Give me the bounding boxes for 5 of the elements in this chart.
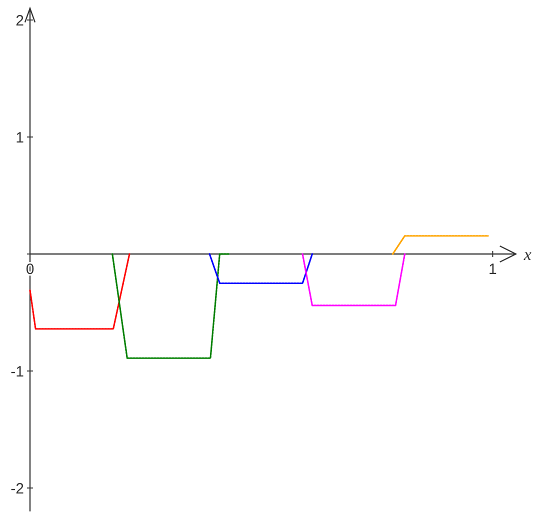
y-tick-label: 2 <box>16 12 24 30</box>
y-tick-label: -2 <box>10 480 24 498</box>
x-axis-title: x <box>522 244 532 264</box>
y-tick-label: 1 <box>16 129 24 146</box>
y-tick-label: -1 <box>10 363 24 380</box>
